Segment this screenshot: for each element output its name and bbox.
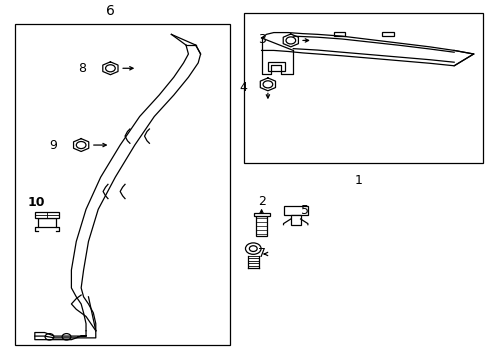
Bar <box>38 218 56 227</box>
Bar <box>35 212 59 218</box>
Text: 3: 3 <box>258 33 266 46</box>
Text: 2: 2 <box>257 195 265 208</box>
Text: 7: 7 <box>258 247 266 261</box>
Text: 9: 9 <box>49 139 57 152</box>
Text: 5: 5 <box>300 204 308 217</box>
Bar <box>15 24 229 345</box>
Bar <box>290 215 300 225</box>
Bar <box>267 62 285 71</box>
Bar <box>244 13 483 163</box>
Text: 8: 8 <box>78 62 86 75</box>
Bar <box>333 32 345 36</box>
Text: 10: 10 <box>27 196 45 209</box>
Bar <box>253 213 269 216</box>
Bar <box>283 206 307 215</box>
Bar <box>382 32 393 36</box>
Text: 6: 6 <box>106 4 115 18</box>
Bar <box>256 216 266 236</box>
Text: 4: 4 <box>239 81 246 94</box>
Text: 1: 1 <box>354 174 362 186</box>
